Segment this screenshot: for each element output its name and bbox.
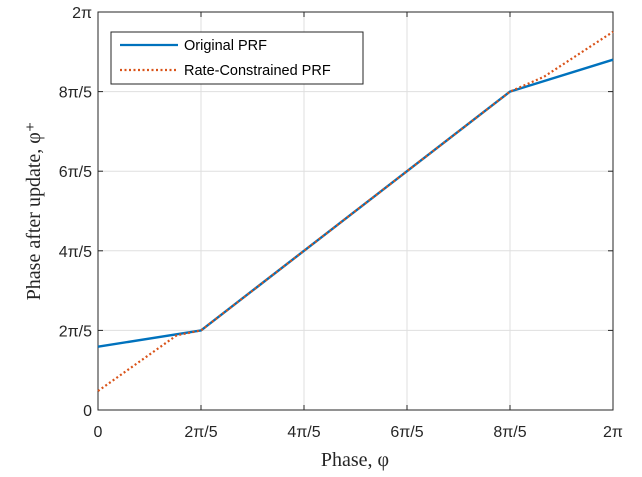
x-tick-label: 4π/5 bbox=[287, 424, 320, 441]
series-line-rate-constrained-prf bbox=[97, 30, 614, 392]
legend-box bbox=[110, 31, 364, 85]
y-tick-label: 0 bbox=[83, 403, 92, 420]
y-tick-label: 8π/5 bbox=[59, 85, 92, 102]
axis-ticks: 0 2π/5 4π/5 6π/5 8π/5 2π 0 2π/5 4π/5 6π/5 8π/5 2π bbox=[59, 5, 623, 441]
y-tick-label: 6π/5 bbox=[59, 164, 92, 181]
y-tick-label: 2π bbox=[72, 5, 92, 22]
series-line-original-prf bbox=[97, 58, 614, 348]
legend-label-original-prf: Original PRF bbox=[184, 38, 267, 54]
x-tick-label: 6π/5 bbox=[390, 424, 423, 441]
y-axis-label: Phase after update, φ⁺ bbox=[23, 122, 45, 301]
x-tick-label: 0 bbox=[94, 424, 103, 441]
x-axis-label: Phase, φ bbox=[321, 449, 389, 471]
legend: Original PRF Rate-Constrained PRF bbox=[110, 31, 364, 85]
legend-label-rate-constrained-prf: Rate-Constrained PRF bbox=[184, 63, 331, 79]
y-tick-label: 4π/5 bbox=[59, 244, 92, 261]
series-layer bbox=[97, 30, 614, 392]
y-tick-label: 2π/5 bbox=[59, 323, 92, 340]
x-tick-label: 2π bbox=[603, 424, 623, 441]
x-tick-label: 2π/5 bbox=[184, 424, 217, 441]
plot-area-frame bbox=[97, 11, 614, 411]
x-tick-label: 8π/5 bbox=[493, 424, 526, 441]
